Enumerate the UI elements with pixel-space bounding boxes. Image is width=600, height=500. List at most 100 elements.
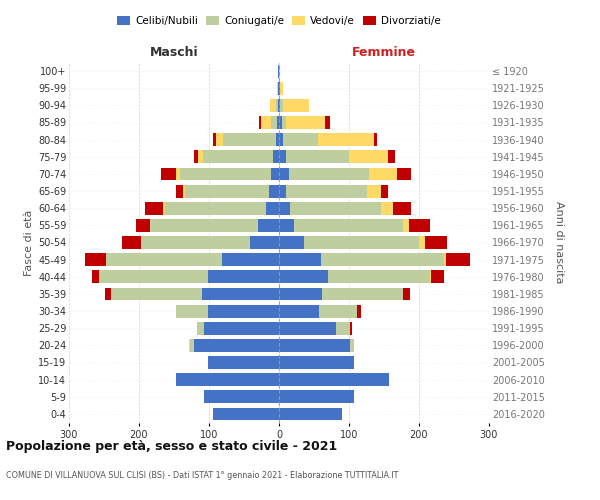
Bar <box>111 288 202 300</box>
Text: COMUNE DI VILLANUOVA SUL CLISI (BS) - Dati ISTAT 1° gennaio 2021 - Elaborazione : COMUNE DI VILLANUOVA SUL CLISI (BS) - Da… <box>6 470 398 480</box>
Bar <box>279 150 286 163</box>
Bar <box>286 150 349 163</box>
Bar <box>106 288 111 300</box>
Bar <box>373 133 377 146</box>
Bar <box>141 236 250 249</box>
Bar <box>163 202 165 214</box>
Bar <box>277 116 279 129</box>
Bar <box>212 408 279 420</box>
Bar <box>337 322 350 334</box>
Bar <box>258 219 279 232</box>
Bar <box>430 270 431 283</box>
Bar <box>278 82 279 94</box>
Bar <box>203 150 274 163</box>
Bar <box>286 184 367 198</box>
Bar <box>189 339 190 352</box>
Bar <box>283 99 309 112</box>
Bar <box>321 253 443 266</box>
Bar <box>419 236 425 249</box>
Bar <box>122 236 141 249</box>
Bar <box>221 253 279 266</box>
Legend: Celibi/Nubili, Coniugati/e, Vedovi/e, Divorziati/e: Celibi/Nubili, Coniugati/e, Vedovi/e, Di… <box>113 12 445 30</box>
Bar <box>279 184 286 198</box>
Bar <box>358 304 361 318</box>
Bar <box>279 99 280 112</box>
Bar <box>92 270 99 283</box>
Bar <box>270 99 275 112</box>
Bar <box>370 168 397 180</box>
Bar <box>261 116 271 129</box>
Text: Femmine: Femmine <box>352 46 416 59</box>
Bar <box>278 64 279 78</box>
Bar <box>197 322 204 334</box>
Bar <box>99 270 208 283</box>
Bar <box>282 116 286 129</box>
Bar <box>266 202 279 214</box>
Bar <box>279 270 328 283</box>
Bar <box>179 168 271 180</box>
Bar <box>279 390 354 403</box>
Bar <box>194 150 198 163</box>
Bar <box>431 270 443 283</box>
Bar <box>185 184 269 198</box>
Bar <box>278 99 279 112</box>
Bar <box>279 288 322 300</box>
Bar <box>269 184 279 198</box>
Bar <box>176 304 208 318</box>
Bar <box>176 373 279 386</box>
Bar <box>279 116 282 129</box>
Bar <box>283 133 317 146</box>
Bar <box>208 356 279 369</box>
Bar <box>380 202 393 214</box>
Bar <box>279 373 389 386</box>
Bar <box>317 133 373 146</box>
Bar <box>319 304 358 318</box>
Bar <box>149 219 258 232</box>
Bar <box>85 253 106 266</box>
Bar <box>194 339 279 352</box>
Bar <box>202 288 279 300</box>
Bar <box>279 236 304 249</box>
Bar <box>403 219 409 232</box>
Bar <box>367 184 380 198</box>
Bar <box>183 184 185 198</box>
Bar <box>176 184 183 198</box>
Bar <box>397 168 412 180</box>
Bar <box>145 202 163 214</box>
Bar <box>279 322 337 334</box>
Bar <box>279 219 295 232</box>
Bar <box>289 168 370 180</box>
Text: Popolazione per età, sesso e stato civile - 2021: Popolazione per età, sesso e stato civil… <box>6 440 337 453</box>
Bar <box>279 133 283 146</box>
Bar <box>274 150 279 163</box>
Bar <box>280 99 283 112</box>
Bar <box>325 116 330 129</box>
Bar <box>223 133 275 146</box>
Bar <box>393 202 410 214</box>
Bar <box>204 322 279 334</box>
Y-axis label: Fasce di età: Fasce di età <box>23 210 34 276</box>
Bar <box>295 219 403 232</box>
Bar <box>350 339 354 352</box>
Bar <box>304 236 419 249</box>
Bar <box>380 184 388 198</box>
Bar <box>165 202 266 214</box>
Bar <box>286 116 325 129</box>
Bar <box>279 64 280 78</box>
Bar <box>277 82 278 94</box>
Bar <box>198 150 203 163</box>
Bar <box>136 219 149 232</box>
Bar <box>190 339 194 352</box>
Bar <box>271 168 279 180</box>
Bar <box>409 219 430 232</box>
Bar <box>176 168 179 180</box>
Bar <box>208 304 279 318</box>
Bar <box>208 270 279 283</box>
Bar <box>161 168 176 180</box>
Bar <box>322 288 403 300</box>
Bar <box>280 82 283 94</box>
Bar <box>250 236 279 249</box>
Bar <box>349 150 388 163</box>
Bar <box>279 82 280 94</box>
Bar <box>446 253 470 266</box>
